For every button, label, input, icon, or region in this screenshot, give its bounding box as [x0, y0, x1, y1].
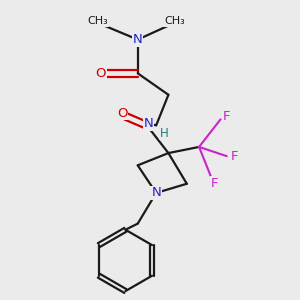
Text: CH₃: CH₃ — [88, 16, 108, 26]
Text: N: N — [144, 117, 153, 130]
Text: N: N — [151, 186, 161, 200]
Text: F: F — [231, 150, 238, 163]
Text: CH₃: CH₃ — [164, 16, 185, 26]
Text: H: H — [159, 127, 168, 140]
Text: F: F — [211, 177, 218, 190]
Text: F: F — [223, 110, 230, 123]
Text: N: N — [133, 33, 142, 46]
Text: O: O — [117, 107, 128, 120]
Text: O: O — [96, 67, 106, 80]
